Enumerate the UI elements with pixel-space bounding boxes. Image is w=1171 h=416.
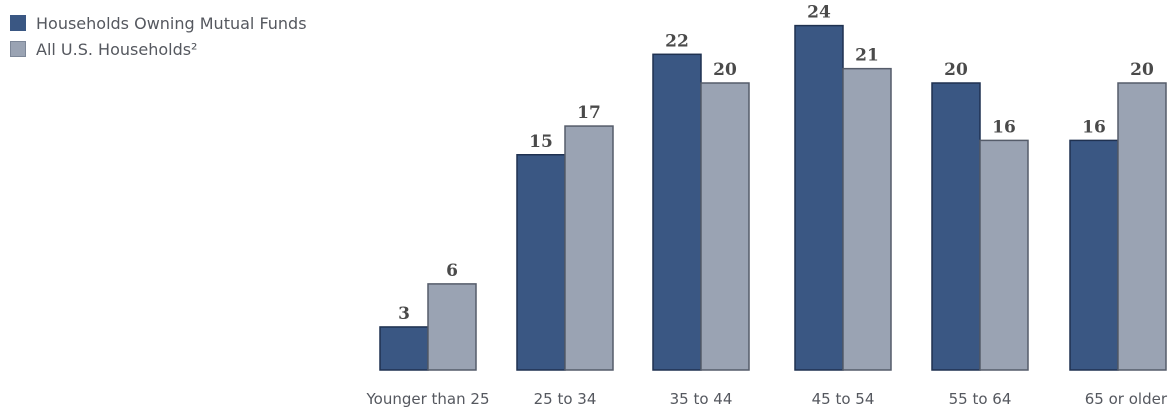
- x-tick-label-35-to-44: 35 to 44: [670, 390, 733, 408]
- value-label-all-households-65-or-older: 20: [1130, 60, 1154, 80]
- value-label-mutual-fund-35-to-44: 22: [665, 31, 689, 51]
- bar-mutual-fund-45-to-54: [794, 24, 844, 371]
- bar-mutual-fund-65-or-older: [1069, 139, 1119, 371]
- legend-swatch-mutual-fund-households: [10, 15, 26, 31]
- x-tick-label-45-to-54: 45 to 54: [812, 390, 875, 408]
- value-label-mutual-fund-45-to-54: 24: [807, 3, 831, 23]
- bar-mutual-fund-25-to-34: [516, 154, 566, 371]
- bar-all-households-45-to-54: [842, 67, 892, 371]
- legend-swatch-all-households: [10, 41, 26, 57]
- legend-item-mutual-fund-households: Households Owning Mutual Funds: [10, 10, 307, 36]
- chart-legend: Households Owning Mutual Funds All U.S. …: [10, 10, 307, 62]
- bar-mutual-fund-55-to-64: [931, 82, 981, 371]
- legend-label-all-households: All U.S. Households²: [36, 39, 198, 59]
- x-tick-label-younger-than-25: Younger than 25: [366, 390, 490, 408]
- value-label-mutual-fund-25-to-34: 15: [529, 132, 553, 152]
- value-label-all-households-35-to-44: 20: [713, 60, 737, 80]
- legend-item-all-households: All U.S. Households²: [10, 36, 307, 62]
- value-label-all-households-25-to-34: 17: [577, 103, 601, 123]
- bar-all-households-55-to-64: [979, 139, 1029, 371]
- bar-mutual-fund-younger-than-25: [379, 326, 429, 371]
- x-tick-label-25-to-34: 25 to 34: [534, 390, 597, 408]
- legend-label-mutual-fund-households: Households Owning Mutual Funds: [36, 13, 307, 33]
- x-tick-label-55-to-64: 55 to 64: [949, 390, 1012, 408]
- bar-mutual-fund-35-to-44: [652, 53, 702, 371]
- bar-all-households-younger-than-25: [427, 283, 477, 371]
- bar-all-households-35-to-44: [700, 82, 750, 371]
- bar-all-households-25-to-34: [564, 125, 614, 371]
- value-label-all-households-younger-than-25: 6: [446, 261, 458, 281]
- value-label-mutual-fund-younger-than-25: 3: [398, 304, 410, 324]
- value-label-all-households-55-to-64: 16: [992, 117, 1016, 137]
- bar-all-households-65-or-older: [1117, 82, 1167, 371]
- value-label-mutual-fund-55-to-64: 20: [944, 60, 968, 80]
- value-label-mutual-fund-65-or-older: 16: [1082, 117, 1106, 137]
- x-tick-label-65-or-older: 65 or older: [1085, 390, 1168, 408]
- value-label-all-households-45-to-54: 21: [855, 46, 879, 66]
